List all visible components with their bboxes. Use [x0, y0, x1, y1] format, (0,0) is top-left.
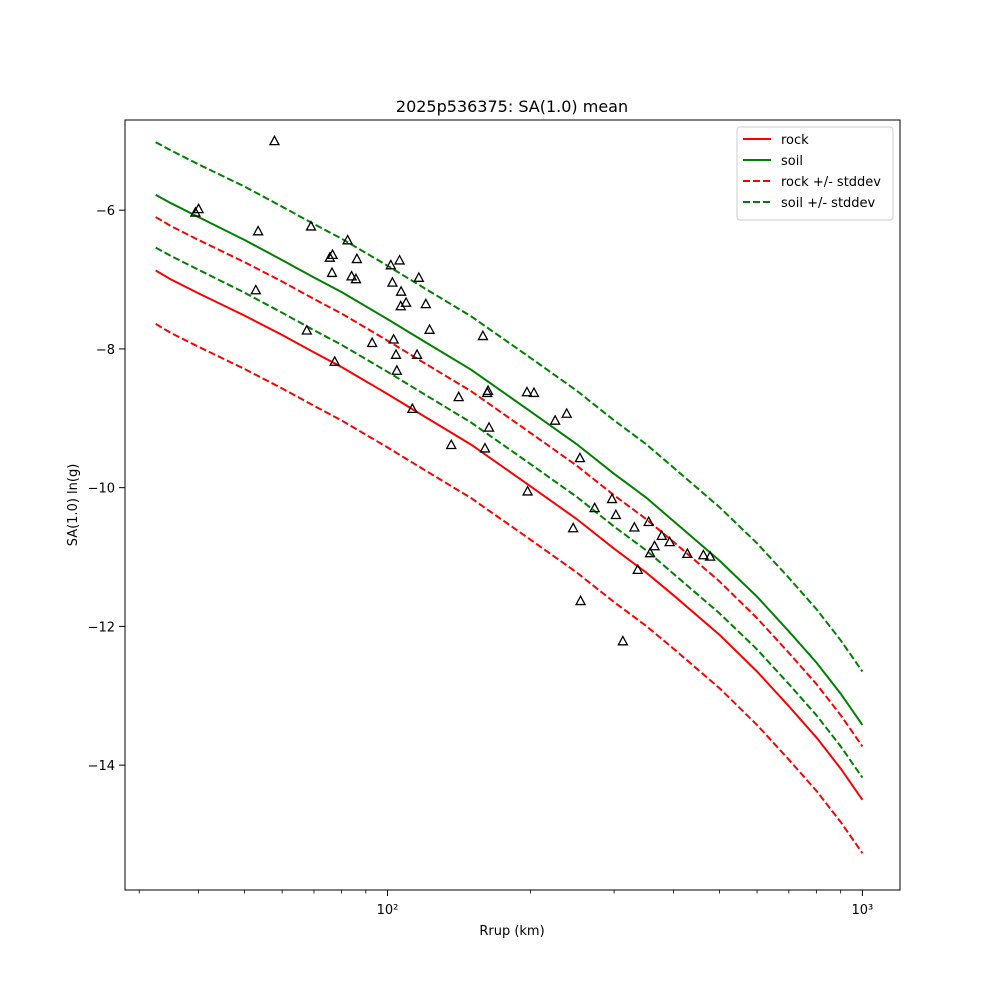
observation-point	[445, 438, 457, 450]
observation-point	[453, 390, 465, 402]
series-line-3	[155, 323, 864, 854]
observation-point	[589, 501, 601, 513]
series-line-5	[155, 246, 864, 779]
observation-point	[574, 451, 586, 463]
series-layer	[155, 141, 864, 854]
observation-point	[395, 285, 407, 296]
observation-point	[681, 547, 693, 559]
observation-point	[482, 384, 494, 396]
observation-point	[393, 254, 406, 265]
observation-point	[385, 259, 397, 270]
x-tick-label: 10³	[852, 903, 874, 918]
observation-point	[479, 442, 491, 453]
y-tick-label: −6	[96, 204, 115, 219]
observation-point	[477, 329, 489, 341]
observation-point	[697, 549, 710, 560]
observation-point	[411, 348, 423, 359]
observation-point	[390, 348, 402, 359]
observation-point	[521, 386, 533, 397]
observation-point	[643, 515, 655, 527]
observation-point	[301, 324, 313, 335]
observation-point	[664, 535, 676, 547]
observation-point	[632, 563, 644, 574]
observation-point	[366, 336, 378, 348]
y-tick-label: −12	[88, 620, 115, 635]
observation-point	[567, 522, 579, 533]
plot-frame	[124, 119, 901, 891]
y-axis: −6 −8 −10 −12 −14	[88, 204, 125, 774]
observation-point	[250, 284, 262, 295]
y-axis-label: SA(1.0) ln(g)	[66, 464, 81, 547]
observation-point	[644, 546, 656, 558]
observation-point	[329, 355, 341, 366]
series-line-4	[155, 141, 864, 673]
series-line-2	[155, 216, 864, 747]
observation-point	[648, 540, 661, 551]
observation-point	[521, 485, 534, 496]
observation-point	[345, 270, 358, 281]
legend-label: rock +/- stddev	[781, 175, 881, 190]
observation-point	[391, 364, 403, 375]
legend-label: soil +/- stddev	[781, 196, 876, 211]
x-axis-label: Rrup (km)	[479, 924, 544, 939]
observation-point	[483, 421, 495, 432]
observation-point	[388, 333, 400, 344]
observation-point	[574, 594, 587, 606]
observation-point	[192, 202, 205, 214]
y-tick-label: −8	[96, 343, 115, 358]
y-tick-label: −14	[88, 759, 115, 774]
observation-point	[252, 225, 264, 236]
legend-box	[736, 126, 894, 221]
observation-point	[606, 492, 618, 504]
observation-point	[386, 276, 399, 287]
observation-point	[406, 402, 418, 414]
observation-layer	[189, 134, 716, 646]
observation-point	[610, 508, 622, 520]
observation-point	[617, 635, 629, 646]
legend-label: rock	[781, 133, 809, 148]
observation-point	[704, 550, 716, 561]
series-line-1	[155, 194, 864, 726]
observation-point	[423, 323, 436, 334]
observation-point	[400, 296, 412, 307]
observation-point	[351, 252, 363, 264]
observation-point	[350, 272, 362, 284]
observation-point	[326, 266, 338, 278]
chart-title: 2025p536375: SA(1.0) mean	[396, 97, 628, 116]
observation-point	[561, 407, 573, 418]
observation-point	[324, 251, 336, 262]
y-tick-label: −10	[88, 482, 115, 497]
observation-point	[628, 521, 640, 532]
observation-point	[189, 206, 202, 217]
observation-point	[420, 297, 432, 309]
x-tick-label: 10²	[377, 903, 399, 918]
observation-point	[656, 529, 668, 540]
observation-point	[305, 220, 317, 231]
x-axis: 10² 10³	[138, 890, 874, 918]
observation-point	[413, 271, 425, 282]
observation-point	[549, 414, 561, 425]
legend: rock soil rock +/- stddev soil +/- stddev	[736, 126, 894, 221]
series-line-0	[155, 269, 864, 801]
observation-point	[326, 248, 339, 260]
observation-point	[342, 234, 354, 245]
observation-point	[268, 134, 281, 146]
observation-point	[395, 300, 407, 311]
observation-point	[528, 386, 540, 398]
legend-label: soil	[781, 154, 803, 169]
